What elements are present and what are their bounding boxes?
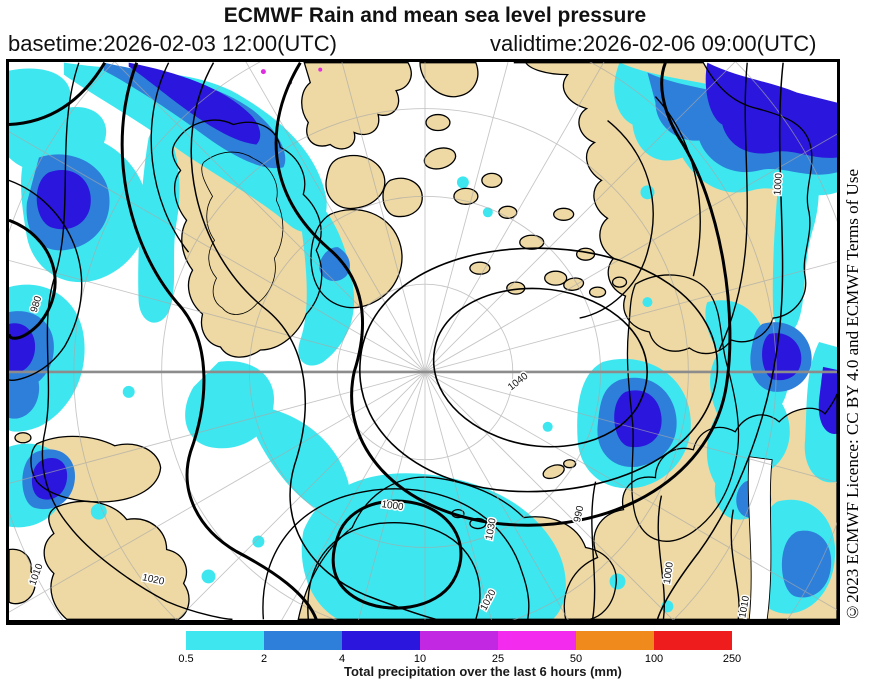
copyright-vertical-text: ©2023 ECMWF Licence: CC BY 4.0 and ECMWF… bbox=[843, 169, 862, 622]
greenland-ice-edge bbox=[201, 151, 284, 315]
coastline-layer bbox=[9, 62, 837, 620]
precip-heavy-patches bbox=[9, 62, 837, 500]
legend-caption: Total precipitation over the last 6 hour… bbox=[344, 664, 622, 679]
legend-tick: 10 bbox=[413, 653, 427, 665]
legend-segment bbox=[186, 631, 264, 650]
isobar-layer bbox=[9, 62, 784, 620]
isobar-label: 1000 bbox=[381, 499, 405, 513]
legend-segment bbox=[654, 631, 732, 650]
weather-map: 980 1040 1000 1030 1020 1010 1020 1000 990 1000 10… bbox=[6, 59, 840, 625]
legend-tick: 50 bbox=[569, 653, 583, 665]
legend-tick-row: 0.5 2 4 10 25 50 100 250 bbox=[178, 653, 741, 666]
legend-tick: 2 bbox=[260, 653, 268, 665]
precipitation-legend: 0.5 2 4 10 25 50 100 250 bbox=[178, 631, 741, 666]
white-sea-channel bbox=[747, 456, 773, 620]
copyright-column: ©2023 ECMWF Licence: CC BY 4.0 and ECMWF… bbox=[838, 59, 868, 622]
legend-tick: 250 bbox=[722, 653, 742, 665]
legend-segment bbox=[342, 631, 420, 650]
page-title: ECMWF Rain and mean sea level pressure bbox=[223, 4, 647, 27]
isobar-label: 990 bbox=[572, 504, 586, 523]
legend-tick: 0.5 bbox=[178, 653, 194, 665]
legend-tick: 25 bbox=[491, 653, 505, 665]
legend-tick: 4 bbox=[338, 653, 346, 665]
legend-color-bar bbox=[186, 631, 732, 650]
legend-segment bbox=[576, 631, 654, 650]
validtime-label: validtime:2026-02-06 09:00(UTC) bbox=[490, 31, 817, 56]
legend-segment bbox=[498, 631, 576, 650]
isobar-label: 1000 bbox=[662, 561, 676, 585]
legend-tick: 100 bbox=[644, 653, 664, 665]
basetime-label: basetime:2026-02-03 12:00(UTC) bbox=[8, 31, 337, 56]
legend-segment bbox=[264, 631, 342, 650]
legend-segment bbox=[420, 631, 498, 650]
isobar-label: 1000 bbox=[772, 172, 785, 195]
